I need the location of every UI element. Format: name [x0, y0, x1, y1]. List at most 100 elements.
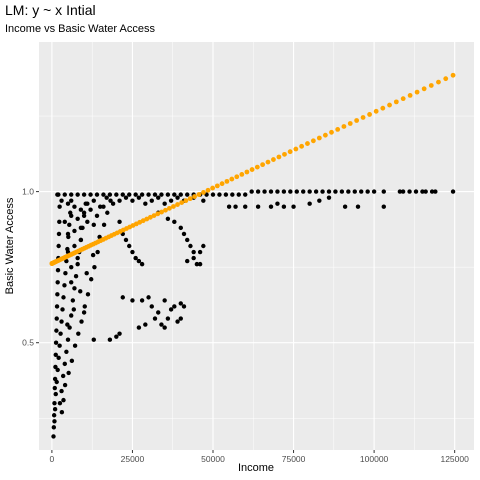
observed-point — [78, 237, 84, 243]
observed-point — [156, 195, 161, 200]
observed-point — [172, 219, 177, 225]
observed-point — [181, 304, 187, 309]
observed-point — [72, 343, 78, 348]
observed-point — [56, 231, 62, 237]
observed-point — [95, 249, 100, 255]
observed-point — [117, 331, 122, 336]
fitted-point — [219, 181, 225, 187]
observed-point — [320, 189, 325, 194]
observed-point — [255, 189, 261, 194]
x-tick-label: 50000 — [201, 454, 225, 464]
observed-point — [105, 210, 110, 215]
fitted-point — [367, 112, 372, 117]
observed-point — [397, 189, 403, 194]
observed-point — [104, 195, 109, 200]
observed-point — [85, 201, 90, 206]
fitted-point — [414, 89, 420, 95]
minor-gridlines — [39, 42, 474, 450]
observed-point — [91, 337, 96, 342]
fitted-point — [407, 93, 413, 98]
observed-point — [54, 304, 60, 309]
observed-point — [371, 189, 377, 194]
fitted-point — [322, 132, 328, 138]
fitted-point — [341, 124, 347, 129]
observed-point — [69, 213, 74, 218]
observed-point — [249, 189, 254, 194]
fitted-point — [373, 108, 379, 114]
fitted-point — [144, 216, 150, 222]
observed-point — [88, 207, 93, 212]
fitted-point — [249, 167, 255, 172]
observed-point — [72, 204, 77, 209]
observed-point — [181, 231, 187, 237]
observed-point — [72, 286, 77, 291]
observed-point — [56, 243, 61, 249]
observed-point — [78, 225, 84, 231]
observed-point — [81, 210, 87, 215]
observed-point — [59, 388, 64, 394]
observed-point — [233, 204, 238, 209]
observed-point — [67, 222, 72, 228]
observed-point — [94, 192, 100, 197]
observed-point — [51, 413, 57, 418]
observed-point — [72, 228, 77, 234]
y-axis-ticks: 0.5 1.0 — [22, 187, 39, 348]
fitted-point — [400, 96, 406, 102]
fitted-point — [428, 83, 434, 88]
observed-point — [57, 219, 62, 225]
y-tick-label: 0.5 — [22, 338, 34, 348]
fitted-point — [159, 209, 164, 215]
observed-point — [63, 271, 68, 276]
fitted-point — [224, 178, 230, 184]
observed-point — [66, 370, 71, 376]
observed-point — [133, 192, 138, 197]
observed-point — [84, 271, 89, 276]
observed-point — [58, 331, 63, 336]
fitted-point — [192, 194, 197, 199]
observed-point — [79, 319, 84, 324]
observed-point — [352, 189, 357, 194]
observed-point — [243, 204, 248, 209]
observed-point — [262, 189, 267, 194]
observed-point — [53, 352, 58, 357]
observed-point — [194, 261, 200, 267]
observed-point — [136, 195, 142, 200]
observed-point — [57, 204, 62, 209]
observed-point — [117, 198, 122, 203]
observed-point — [65, 201, 71, 206]
fitted-point — [155, 211, 161, 217]
y-axis-title: Basic Water Access — [4, 197, 16, 294]
observed-point — [346, 189, 351, 194]
fitted-point — [421, 86, 427, 92]
observed-point — [162, 325, 167, 330]
fitted-point — [443, 76, 449, 82]
observed-point — [51, 425, 57, 430]
observed-point — [82, 304, 87, 309]
observed-point — [156, 310, 161, 315]
fitted-points — [49, 72, 456, 266]
observed-point — [162, 201, 167, 206]
observed-point — [326, 189, 332, 194]
observed-point — [69, 313, 74, 318]
observed-point — [146, 192, 151, 197]
observed-point — [185, 192, 190, 197]
fitted-point — [393, 99, 399, 105]
observed-point — [236, 192, 241, 197]
observed-point — [110, 201, 116, 206]
observed-point — [123, 237, 129, 243]
chart-title: LM: y ~ x Intial — [5, 2, 96, 18]
observed-point — [101, 192, 106, 197]
plot-panel — [39, 42, 474, 450]
observed-point — [136, 325, 142, 330]
observed-point — [172, 192, 177, 197]
observed-point — [97, 234, 102, 240]
fitted-point — [171, 204, 176, 209]
observed-point — [168, 307, 174, 312]
observed-point — [175, 319, 180, 324]
observed-point — [52, 407, 58, 412]
observed-point — [75, 255, 80, 261]
observed-point — [114, 192, 119, 197]
observed-point — [450, 189, 456, 194]
observed-point — [275, 189, 280, 194]
